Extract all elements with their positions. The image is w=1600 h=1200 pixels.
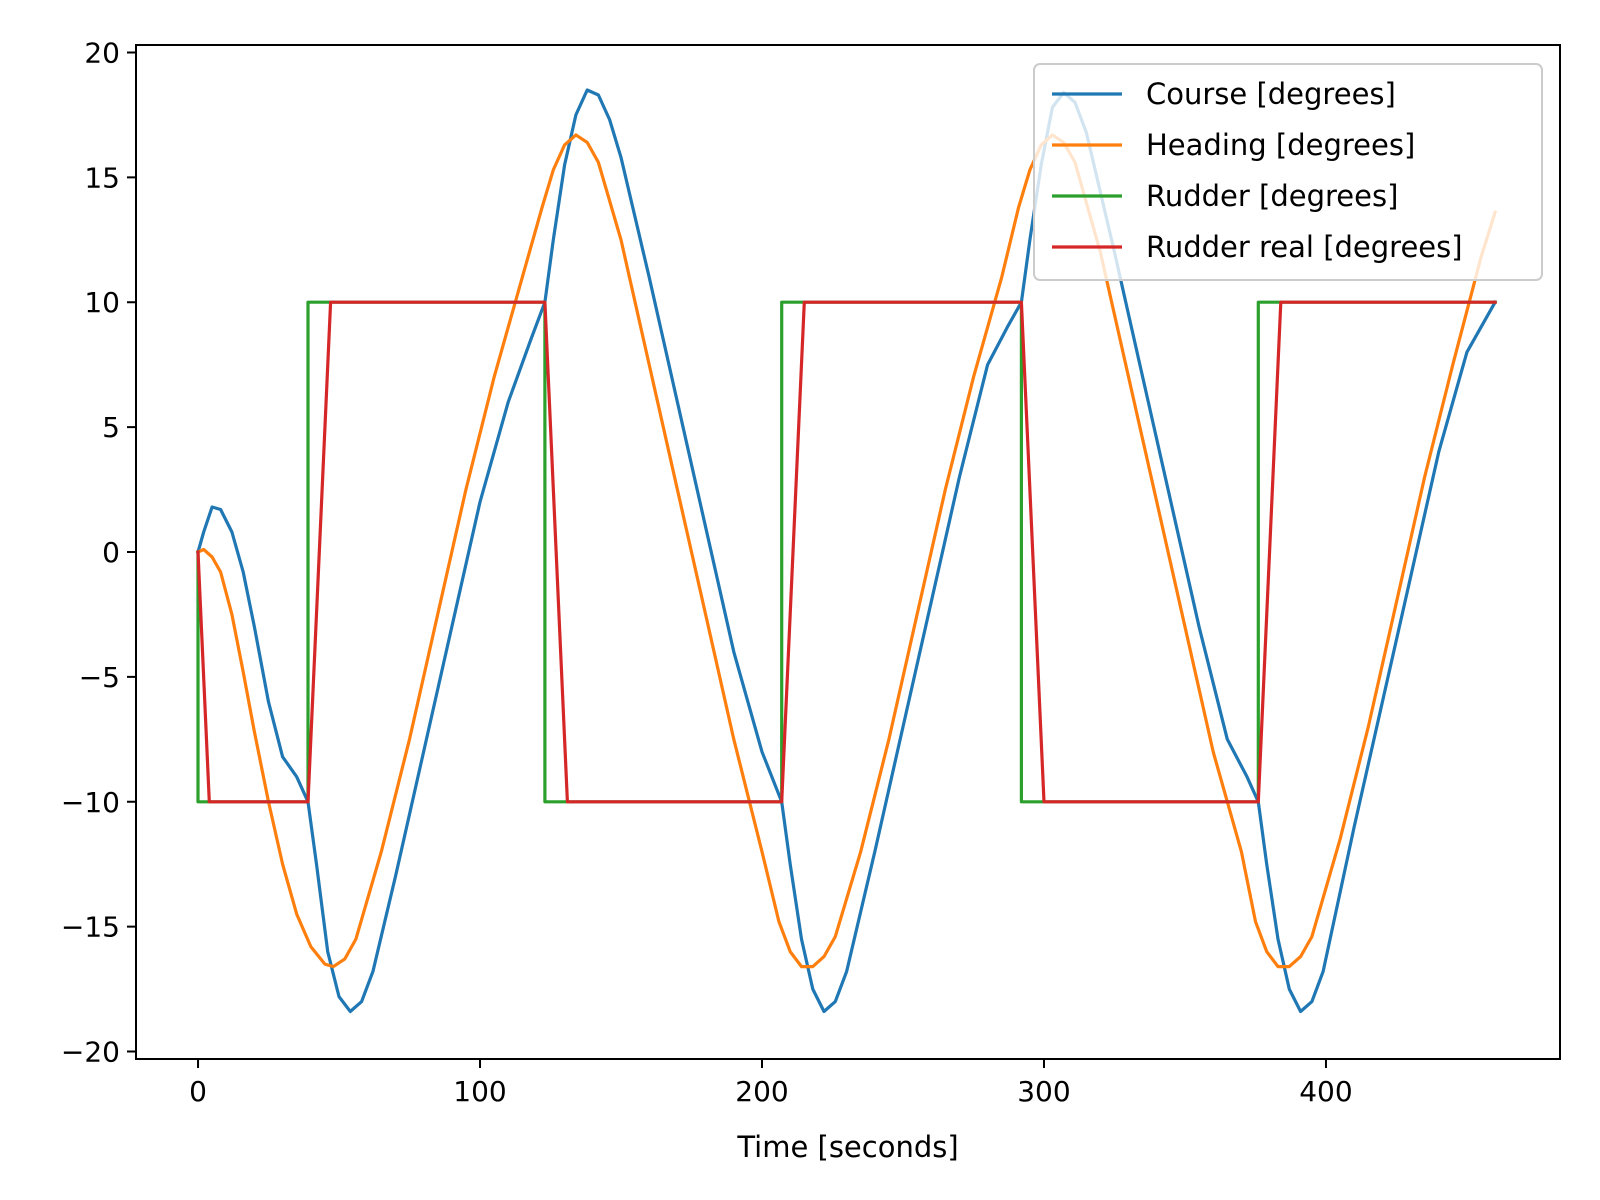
y-tick-label: 0: [102, 536, 120, 569]
x-tick-label: 400: [1299, 1075, 1352, 1108]
y-tick-label: −5: [79, 661, 120, 694]
legend-label-2: Heading [degrees]: [1146, 128, 1415, 162]
legend-label-1: Course [degrees]: [1146, 77, 1396, 111]
y-tick-label: 20: [84, 36, 120, 69]
series-line-2: [195, 133, 1498, 969]
series-line-4: [196, 300, 1497, 804]
y-tick-label: 5: [102, 411, 120, 444]
x-tick-label: 100: [453, 1075, 506, 1108]
legend-label-3: Rudder [degrees]: [1146, 179, 1398, 213]
legend-frame: [1033, 63, 1543, 281]
y-tick-label: −10: [61, 786, 120, 819]
x-tick-label: 300: [1017, 1075, 1070, 1108]
x-tick-label: 0: [189, 1075, 207, 1108]
y-axis: −20 −15 −10 −5 0 5 10 15 20: [61, 36, 136, 1069]
y-tick-label: −15: [61, 911, 120, 944]
legend: Course [degrees] Heading [degrees] Rudder …: [1033, 63, 1543, 281]
legend-label-4: Rudder real [degrees]: [1146, 230, 1463, 264]
x-tick-label: 200: [735, 1075, 788, 1108]
y-tick-label: 15: [84, 161, 120, 194]
series-layer: [195, 88, 1498, 1014]
y-tick-label: −20: [61, 1036, 120, 1069]
y-tick-label: 10: [84, 286, 120, 319]
x-axis-title: Time [seconds]: [736, 1130, 958, 1164]
x-axis: 0 100 200 300 400: [189, 1059, 1353, 1108]
